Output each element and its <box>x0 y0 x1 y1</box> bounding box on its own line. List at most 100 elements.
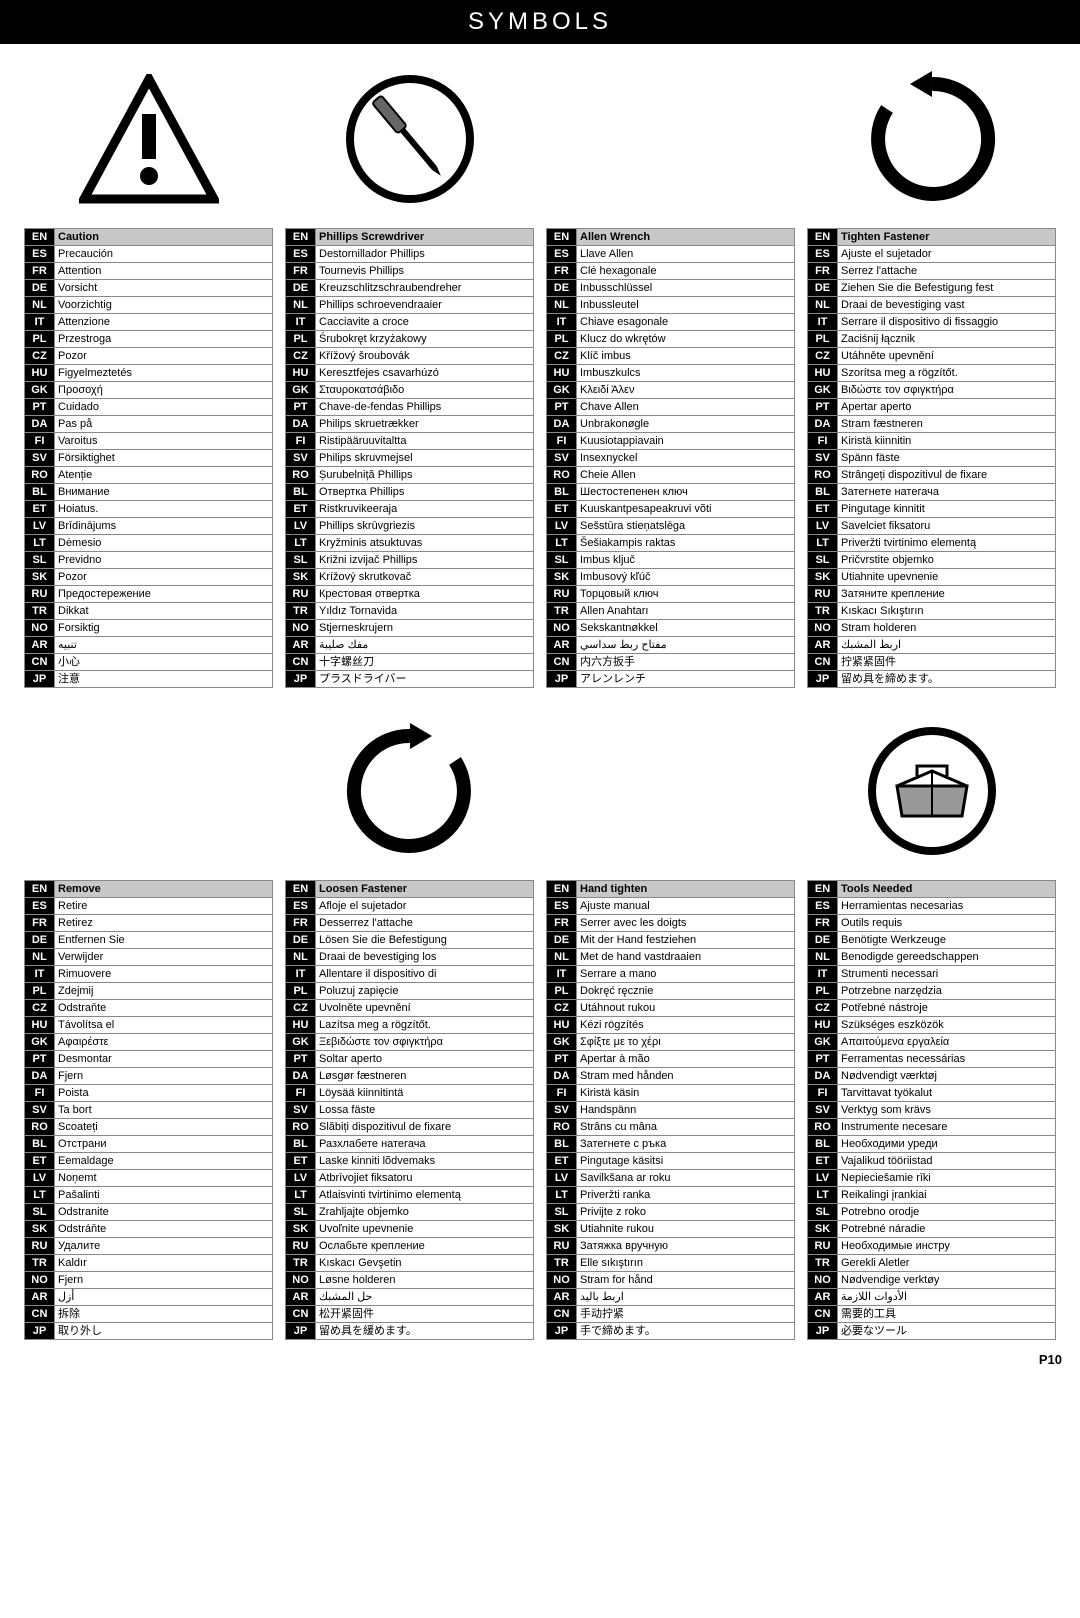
translation-text: Pingutage käsitsi <box>577 1153 795 1170</box>
lang-code: PL <box>808 331 838 348</box>
translation-text: Klucz do wkrętów <box>577 331 795 348</box>
lang-code: SV <box>286 1102 316 1119</box>
translation-text: Poluzuj zapięcie <box>316 983 534 1000</box>
translation-text: Llave Allen <box>577 246 795 263</box>
lang-code: AR <box>808 637 838 654</box>
lang-code: BL <box>547 484 577 501</box>
translation-text: Шестостепенен ключ <box>577 484 795 501</box>
translation-text: Sešstūra stieņatslēga <box>577 518 795 535</box>
lang-code: SK <box>25 1221 55 1238</box>
lang-code: SL <box>808 552 838 569</box>
translation-text: Voorzichtig <box>55 297 273 314</box>
translation-text: 需要的工具 <box>838 1306 1056 1323</box>
lang-code: PT <box>25 1051 55 1068</box>
lang-code: JP <box>547 671 577 688</box>
translation-text: Stram holderen <box>838 620 1056 637</box>
lang-code: PT <box>547 1051 577 1068</box>
translation-text: Απαιτούμενα εργαλεία <box>838 1034 1056 1051</box>
translation-text: Fjern <box>55 1068 273 1085</box>
lang-code: IT <box>286 314 316 331</box>
translation-text: Clé hexagonale <box>577 263 795 280</box>
lang-code: EN <box>808 881 838 898</box>
lang-code: FR <box>25 263 55 280</box>
translation-text: Soltar aperto <box>316 1051 534 1068</box>
lang-code: EN <box>286 229 316 246</box>
translation-text: Brīdinājums <box>55 518 273 535</box>
lang-code: FI <box>547 1085 577 1102</box>
lang-code: SV <box>808 1102 838 1119</box>
translation-text: Odstraňte <box>55 1000 273 1017</box>
translation-text: Instrumente necesare <box>838 1119 1056 1136</box>
translation-text: Šešiakampis raktas <box>577 535 795 552</box>
lang-code: IT <box>547 314 577 331</box>
translation-text: Kuusiotappiavain <box>577 433 795 450</box>
lang-code: CZ <box>547 348 577 365</box>
lang-code: FI <box>286 1085 316 1102</box>
lang-code: GK <box>286 382 316 399</box>
translation-table: ENPhillips ScrewdriverESDestornillador P… <box>285 228 534 688</box>
page-title-banner: SYMBOLS <box>0 0 1080 44</box>
lang-code: RU <box>25 586 55 603</box>
translation-text: مفك صليبة <box>316 637 534 654</box>
translation-text: Ristkruvikeeraja <box>316 501 534 518</box>
lang-code: IT <box>25 966 55 983</box>
translation-text: Kézi rögzítés <box>577 1017 795 1034</box>
lang-code: FI <box>808 433 838 450</box>
lang-code: PL <box>286 983 316 1000</box>
translation-text: Serrare a mano <box>577 966 795 983</box>
lang-code: LT <box>547 535 577 552</box>
lang-code: FR <box>547 263 577 280</box>
translation-text: Mit der Hand festziehen <box>577 932 795 949</box>
lang-code: LT <box>286 535 316 552</box>
translation-table: ENTighten FastenerESAjuste el sujetadorF… <box>807 228 1056 688</box>
lang-code: DE <box>547 932 577 949</box>
lang-code: LV <box>286 1170 316 1187</box>
lang-code: FI <box>808 1085 838 1102</box>
lang-code: TR <box>286 603 316 620</box>
translation-text: Phillips Screwdriver <box>316 229 534 246</box>
translation-text: Kuuskantpesapeakruvi võti <box>577 501 795 518</box>
lang-code: LV <box>25 1170 55 1187</box>
translation-text: Utiahnite rukou <box>577 1221 795 1238</box>
translation-text: 注意 <box>55 671 273 688</box>
translation-text: Торцовый ключ <box>577 586 795 603</box>
lang-code: AR <box>547 637 577 654</box>
translation-text: Αφαιρέστε <box>55 1034 273 1051</box>
lang-code: RO <box>547 467 577 484</box>
lang-code: NL <box>808 949 838 966</box>
translation-text: Philips skruetrækker <box>316 416 534 433</box>
translation-text: Inbussleutel <box>577 297 795 314</box>
lang-code: DE <box>25 932 55 949</box>
translation-text: 松开紧固件 <box>316 1306 534 1323</box>
lang-code: RO <box>25 467 55 484</box>
translation-text: Stram fæstneren <box>838 416 1056 433</box>
lang-code: BL <box>547 1136 577 1153</box>
translation-text: Draai de bevestiging vast <box>838 297 1056 314</box>
lang-code: LT <box>286 1187 316 1204</box>
lang-code: ES <box>25 246 55 263</box>
lang-code: PL <box>547 983 577 1000</box>
lang-code: EN <box>547 881 577 898</box>
translation-text: Lossa fäste <box>316 1102 534 1119</box>
lang-code: ET <box>25 1153 55 1170</box>
lang-code: PT <box>286 1051 316 1068</box>
lang-code: RO <box>286 1119 316 1136</box>
lang-code: LV <box>547 518 577 535</box>
lang-code: ES <box>808 898 838 915</box>
lang-code: DA <box>808 1068 838 1085</box>
translation-text: Uvoľnite upevnenie <box>316 1221 534 1238</box>
lang-code: FR <box>286 915 316 932</box>
translation-text: Previdno <box>55 552 273 569</box>
lang-code: HU <box>25 1017 55 1034</box>
translation-text: Strumenti necessari <box>838 966 1056 983</box>
lang-code: FR <box>808 263 838 280</box>
translation-text: Ta bort <box>55 1102 273 1119</box>
translation-text: Varoitus <box>55 433 273 450</box>
translation-text: Zaciśnij łącznik <box>838 331 1056 348</box>
translation-text: Sekskantnøkkel <box>577 620 795 637</box>
translation-text: Dėmesio <box>55 535 273 552</box>
translation-text: Внимание <box>55 484 273 501</box>
lang-code: LT <box>547 1187 577 1204</box>
translation-text: 留め具を緩めます。 <box>316 1323 534 1340</box>
translation-text: Tools Needed <box>838 881 1056 898</box>
